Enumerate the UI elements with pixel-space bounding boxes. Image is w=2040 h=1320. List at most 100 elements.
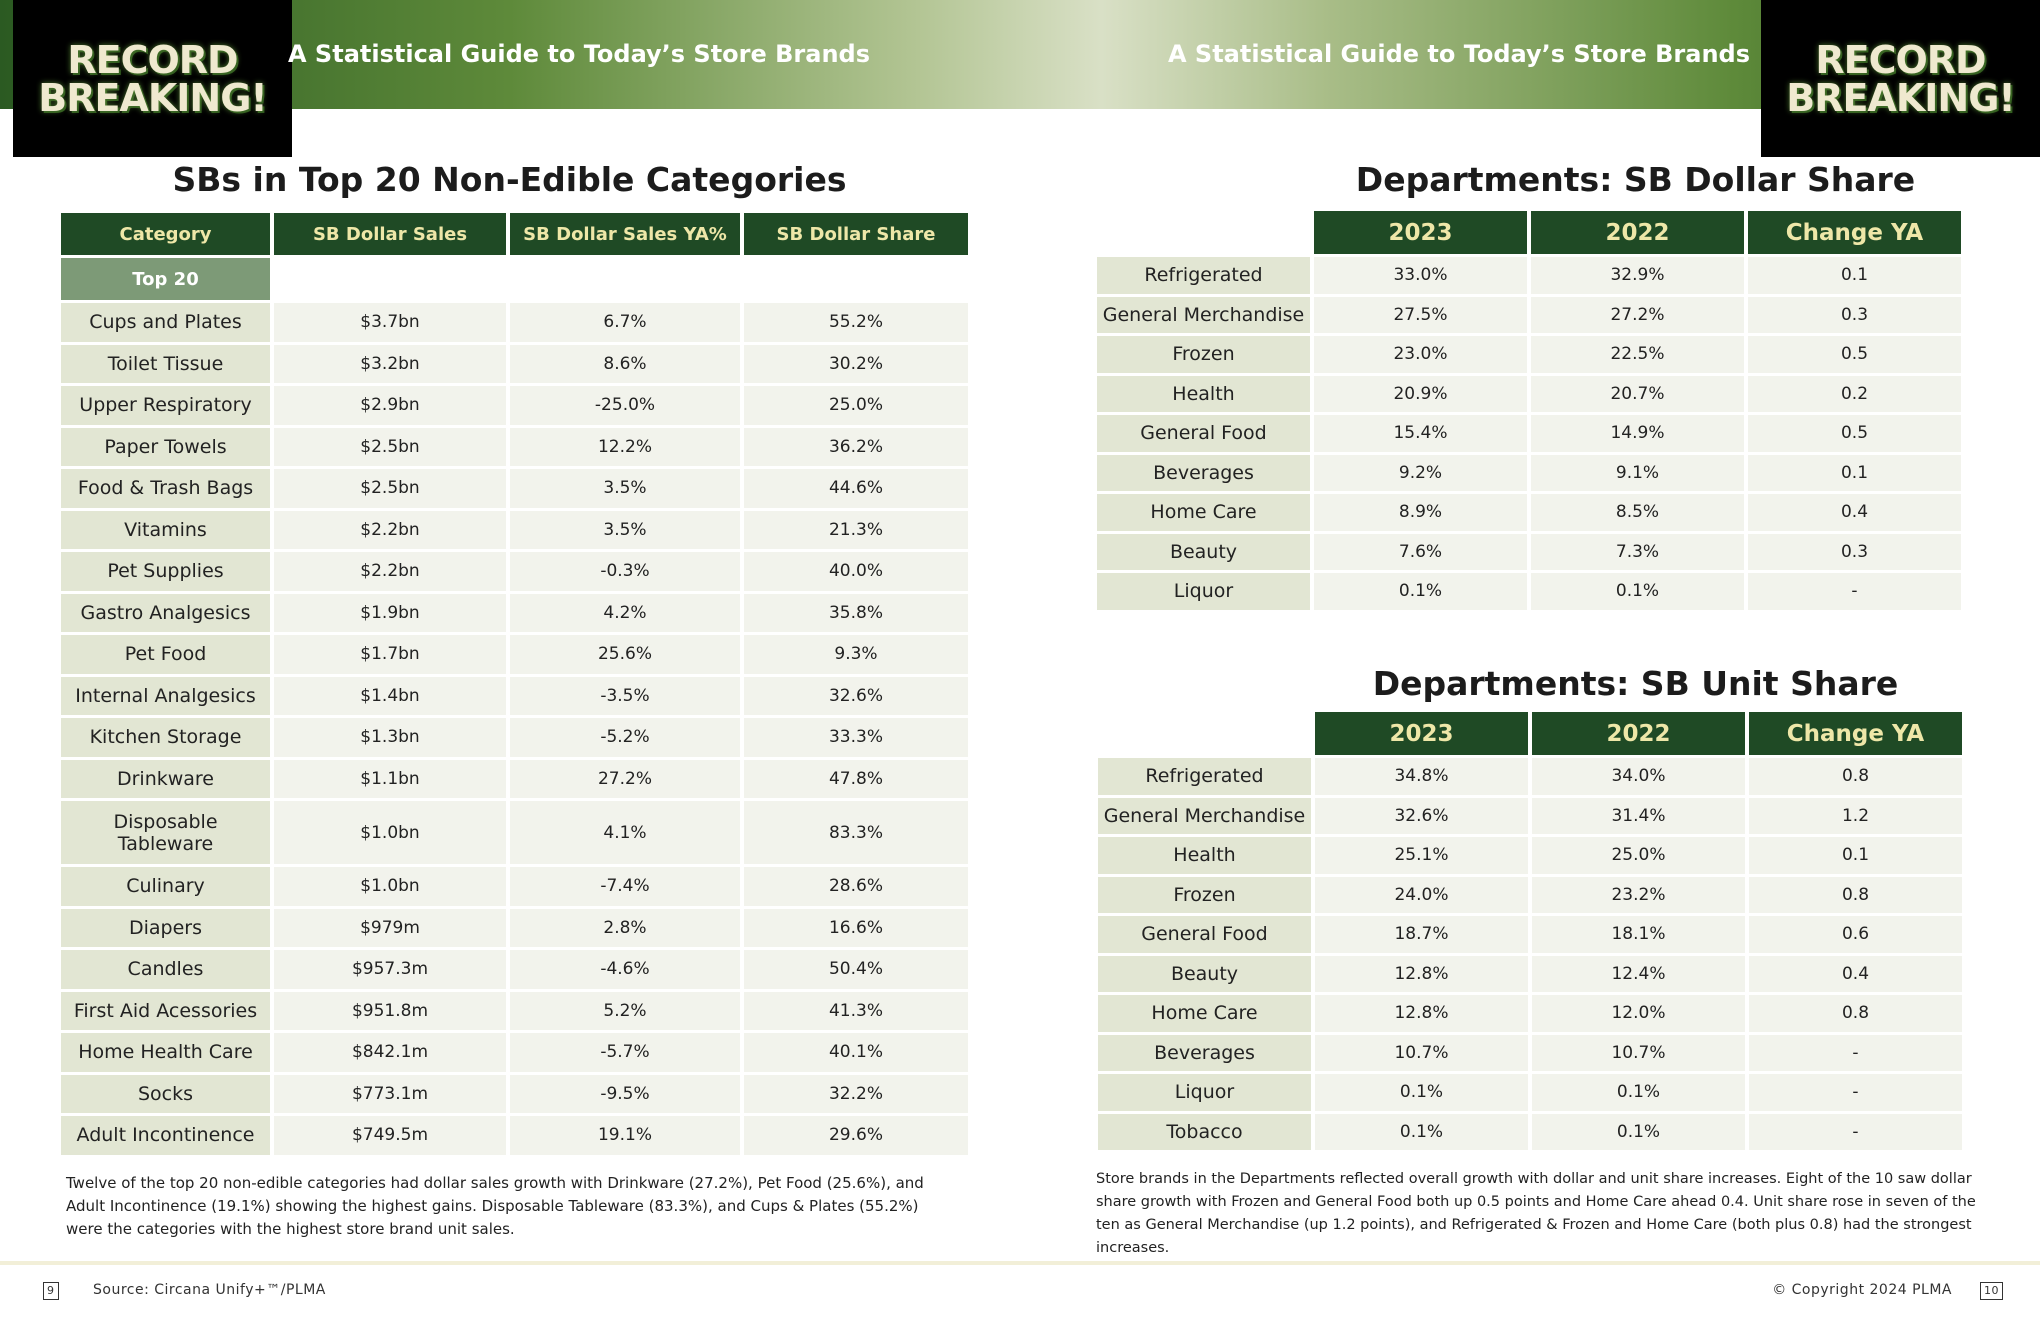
blank	[1098, 712, 1311, 755]
cell: -	[1749, 1034, 1962, 1071]
cell: $2.2bn	[274, 510, 506, 549]
row: Cups and Plates $3.7bn 6.7% 55.2%	[61, 303, 968, 342]
row-label: Beauty	[1097, 533, 1310, 570]
row-label: Food & Trash Bags	[61, 469, 270, 508]
row-label: Cups and Plates	[61, 303, 270, 342]
row: Food & Trash Bags $2.5bn 3.5% 44.6%	[61, 469, 968, 508]
cell: 0.6	[1749, 916, 1962, 953]
cell: 18.7%	[1315, 916, 1528, 953]
cell: 0.8	[1749, 758, 1962, 795]
cell: 34.8%	[1315, 758, 1528, 795]
cell: $979m	[274, 908, 506, 947]
row: Beauty 12.8% 12.4% 0.4	[1098, 955, 1962, 992]
cell: 32.9%	[1531, 257, 1744, 294]
cell: 12.2%	[510, 427, 740, 466]
cell: 83.3%	[744, 801, 968, 864]
row-label: Adult Incontinence	[61, 1116, 270, 1155]
column-header: SB Dollar Sales	[274, 213, 506, 255]
row: First Aid Acessories $951.8m 5.2% 41.3%	[61, 991, 968, 1030]
cell: 18.1%	[1532, 916, 1745, 953]
cell: -5.2%	[510, 718, 740, 757]
row-label: Beauty	[1098, 955, 1311, 992]
row: Pet Supplies $2.2bn -0.3% 40.0%	[61, 552, 968, 591]
cell: $3.2bn	[274, 344, 506, 383]
row-label: Frozen	[1097, 336, 1310, 373]
row-label: Drinkware	[61, 759, 270, 798]
row: Beverages 9.2% 9.1% 0.1	[1097, 454, 1961, 491]
row: Kitchen Storage $1.3bn -5.2% 33.3%	[61, 718, 968, 757]
header-row: Category SB Dollar Sales SB Dollar Sales Y…	[61, 213, 968, 255]
row: Health 25.1% 25.0% 0.1	[1098, 837, 1962, 874]
row-label: Tobacco	[1098, 1113, 1311, 1150]
row-label: Home Health Care	[61, 1033, 270, 1072]
row: Internal Analgesics $1.4bn -3.5% 32.6%	[61, 676, 968, 715]
cell: 24.0%	[1315, 876, 1528, 913]
note: Store brands in the Departments reflecte…	[1096, 1171, 1976, 1256]
cell: 19.1%	[510, 1116, 740, 1155]
column-header: Change YA	[1749, 712, 1962, 755]
row: Paper Towels $2.5bn 12.2% 36.2%	[61, 427, 968, 466]
cell: 35.8%	[744, 593, 968, 632]
cell: -25.0%	[510, 386, 740, 425]
cell: -4.6%	[510, 950, 740, 989]
row: Frozen 23.0% 22.5% 0.5	[1097, 336, 1961, 373]
logo: RECORD BREAKING!	[13, 0, 292, 157]
row: Diapers $979m 2.8% 16.6%	[61, 908, 968, 947]
cell: 12.8%	[1315, 995, 1528, 1032]
row: Health 20.9% 20.7% 0.2	[1097, 375, 1961, 412]
table-title: Departments: SB Dollar Share	[1355, 160, 1916, 199]
row-label: Kitchen Storage	[61, 718, 270, 757]
cell: 9.3%	[744, 635, 968, 674]
cell: 12.0%	[1532, 995, 1745, 1032]
row: Disposable Tableware $1.0bn 4.1% 83.3%	[61, 801, 968, 864]
table-title: SBs in Top 20 Non-Edible Categories	[172, 160, 847, 199]
cell: $1.4bn	[274, 676, 506, 715]
cell: 40.0%	[744, 552, 968, 591]
cell: 2.8%	[510, 908, 740, 947]
row-label: Refrigerated	[1098, 758, 1311, 795]
row-label: Frozen	[1098, 876, 1311, 913]
cell: 0.8	[1749, 995, 1962, 1032]
cell: 23.0%	[1314, 336, 1527, 373]
cell: 12.4%	[1532, 955, 1745, 992]
row-label: First Aid Acessories	[61, 991, 270, 1030]
cell: -7.4%	[510, 867, 740, 906]
cell: 23.2%	[1532, 876, 1745, 913]
cell: 7.6%	[1314, 533, 1527, 570]
cell: $2.5bn	[274, 427, 506, 466]
row: Culinary $1.0bn -7.4% 28.6%	[61, 867, 968, 906]
row-label: Health	[1098, 837, 1311, 874]
column-header: 2023	[1314, 211, 1527, 254]
cell: 0.4	[1749, 955, 1962, 992]
cell: 15.4%	[1314, 415, 1527, 452]
footer-rule	[0, 1261, 2040, 1265]
cell: 25.1%	[1315, 837, 1528, 874]
cell: 8.9%	[1314, 494, 1527, 531]
cell: 0.1	[1749, 837, 1962, 874]
row: Home Health Care $842.1m -5.7% 40.1%	[61, 1033, 968, 1072]
cell: 50.4%	[744, 950, 968, 989]
blank	[274, 258, 968, 300]
row-label: General Food	[1098, 916, 1311, 953]
row-label: Pet Supplies	[61, 552, 270, 591]
page-number: 10	[1980, 1282, 2003, 1300]
row-label: Vitamins	[61, 510, 270, 549]
row: General Merchandise 27.5% 27.2% 0.3	[1097, 296, 1961, 333]
header-title: A Statistical Guide to Today’s Store Bra…	[288, 40, 871, 68]
cell: 10.7%	[1315, 1034, 1528, 1071]
cell: 0.2	[1748, 375, 1961, 412]
cell: 14.9%	[1531, 415, 1744, 452]
cell: 1.2	[1749, 797, 1962, 834]
cell: 25.0%	[744, 386, 968, 425]
column-header: 2022	[1531, 211, 1744, 254]
row-label: Paper Towels	[61, 427, 270, 466]
cell: 32.6%	[744, 676, 968, 715]
page-number: 9	[43, 1282, 59, 1300]
cell: 20.7%	[1531, 375, 1744, 412]
cell: 0.1%	[1314, 573, 1527, 610]
row-label: Candles	[61, 950, 270, 989]
cell: $3.7bn	[274, 303, 506, 342]
cell: 0.5	[1748, 336, 1961, 373]
row: Home Care 8.9% 8.5% 0.4	[1097, 494, 1961, 531]
